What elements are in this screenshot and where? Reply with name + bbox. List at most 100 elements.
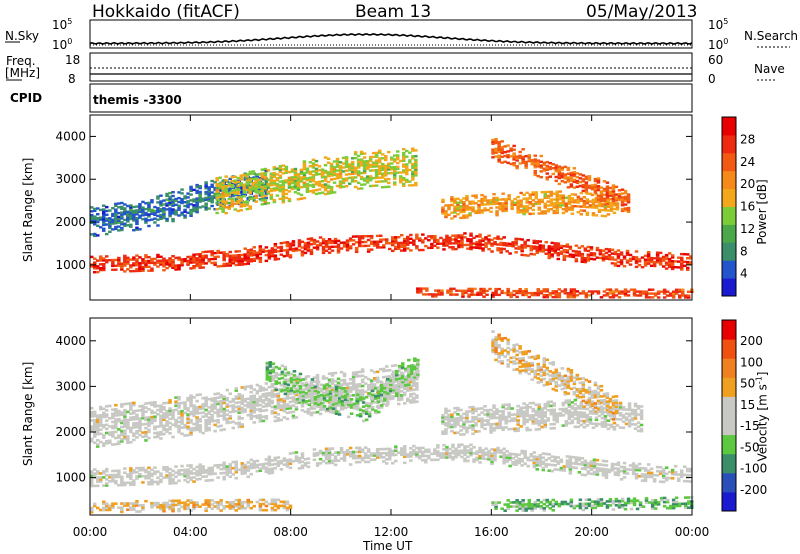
velocity-cell xyxy=(457,449,461,453)
power-cell xyxy=(536,292,540,295)
velocity-cell xyxy=(357,450,362,454)
velocity-cell xyxy=(321,459,326,463)
power-cell xyxy=(665,294,670,297)
power-cell xyxy=(326,190,331,193)
velocity-cell xyxy=(421,458,425,462)
power-cell xyxy=(168,207,172,210)
velocity-cell xyxy=(174,400,178,403)
power-cell xyxy=(587,290,592,293)
velocity-cell xyxy=(622,470,627,473)
velocity-cell xyxy=(646,463,651,466)
power-cell xyxy=(378,170,382,174)
power-cell xyxy=(557,175,562,178)
power-cell xyxy=(490,238,494,242)
power-cell xyxy=(272,200,277,204)
velocity-cell xyxy=(403,449,407,452)
velocity-cell xyxy=(273,458,278,462)
power-cell xyxy=(219,189,223,192)
velocity-cell xyxy=(162,424,166,428)
velocity-cell xyxy=(138,425,142,429)
power-cell xyxy=(326,184,331,187)
power-cell xyxy=(514,247,518,250)
power-cell xyxy=(269,174,274,177)
power-cell xyxy=(356,170,361,173)
power-cell xyxy=(563,177,568,180)
power-cell xyxy=(117,215,121,219)
power-cell xyxy=(523,242,527,245)
power-cell xyxy=(242,204,246,208)
power-cell xyxy=(132,258,136,261)
power-cell xyxy=(378,166,382,170)
velocity-cell xyxy=(150,411,154,415)
power-cell xyxy=(495,196,499,200)
velocity-cell xyxy=(288,466,293,470)
velocity-cell xyxy=(261,415,266,419)
velocity-cell xyxy=(120,477,124,481)
power-cell xyxy=(572,290,577,293)
velocity-cell xyxy=(252,402,256,406)
power-cell xyxy=(668,292,673,295)
velocity-cell xyxy=(216,412,220,416)
velocity-cell xyxy=(255,414,260,418)
power-cell xyxy=(591,206,596,209)
velocity-cell xyxy=(327,457,332,461)
power-cell xyxy=(495,210,499,213)
power-cell xyxy=(213,263,217,266)
velocity-cell xyxy=(568,459,573,463)
velocity-cell xyxy=(210,420,214,423)
power-cell xyxy=(510,205,514,208)
velocity-cell xyxy=(90,480,94,484)
velocity-cell xyxy=(111,443,115,446)
velocity-cell xyxy=(204,421,208,424)
velocity-cell xyxy=(505,450,509,453)
power-cell xyxy=(320,176,325,179)
power-cell xyxy=(488,287,492,291)
velocity-cell xyxy=(273,405,278,408)
velocity-cell xyxy=(613,463,618,466)
velocity-cell xyxy=(517,459,521,463)
power-cell xyxy=(593,189,598,192)
velocity-cell xyxy=(532,455,536,458)
power-cell xyxy=(293,179,298,182)
velocity-cell xyxy=(451,451,455,455)
power-cell xyxy=(615,208,620,211)
velocity-cell xyxy=(270,391,275,394)
power-cell xyxy=(266,169,271,172)
velocity-cell xyxy=(246,475,250,479)
power-cell xyxy=(276,257,281,261)
velocity-cell xyxy=(111,412,115,416)
power-cell xyxy=(120,215,124,218)
velocity-cell xyxy=(592,460,597,464)
velocity-cell xyxy=(240,396,244,400)
velocity-cell xyxy=(270,385,275,388)
power-cell xyxy=(387,150,391,154)
power-cell xyxy=(518,291,522,295)
velocity-cell xyxy=(129,406,133,409)
velocity-cell xyxy=(252,410,256,414)
power-cell xyxy=(165,208,169,211)
velocity-cell xyxy=(258,399,263,403)
power-cell xyxy=(589,252,594,255)
power-cell xyxy=(397,236,401,239)
velocity-cell xyxy=(186,425,190,429)
velocity-cell xyxy=(99,418,103,421)
power-cell xyxy=(102,263,106,266)
power-cell xyxy=(525,201,529,204)
power-cell xyxy=(579,199,584,202)
power-cell xyxy=(171,218,175,221)
velocity-cell xyxy=(129,408,133,411)
velocity-cell xyxy=(243,404,247,407)
power-cell xyxy=(667,263,672,267)
velocity-cell xyxy=(330,453,335,456)
power-cell xyxy=(581,184,586,187)
power-cell xyxy=(492,198,496,202)
power-cell xyxy=(165,194,169,198)
power-cell xyxy=(332,171,337,175)
power-cell xyxy=(371,169,376,172)
power-cell xyxy=(611,192,616,195)
power-cell xyxy=(123,262,127,265)
velocity-cell xyxy=(427,450,431,454)
velocity-cell xyxy=(324,449,329,453)
velocity-cell xyxy=(258,395,263,399)
velocity-cell xyxy=(412,451,416,454)
